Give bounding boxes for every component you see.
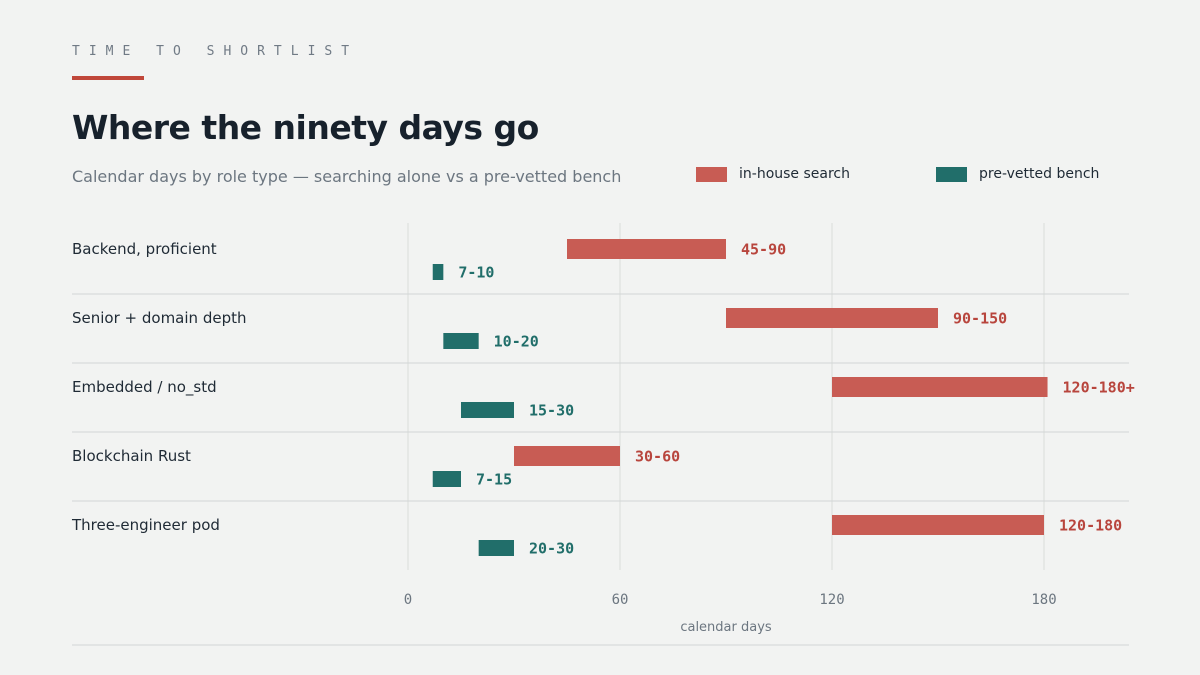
bar-bench <box>432 264 444 280</box>
x-tick-label: 0 <box>404 592 412 608</box>
chart-title: Where the ninety days go <box>72 108 539 147</box>
bar-in-house <box>514 446 620 466</box>
x-axis-title: calendar days <box>680 620 772 635</box>
x-tick-label: 180 <box>1031 592 1056 608</box>
accent-rule <box>72 76 144 80</box>
bar-bench <box>478 540 514 556</box>
bar-bench <box>461 402 514 418</box>
value-label-bench: 10-20 <box>494 333 539 351</box>
value-label-in-house: 90-150 <box>953 310 1007 328</box>
row-label: Embedded / no_std <box>72 378 217 397</box>
legend-swatch-bench <box>936 166 967 182</box>
legend-item-bench: pre-vetted bench <box>936 164 1099 184</box>
chart-subtitle: Calendar days by role type — searching a… <box>72 167 622 186</box>
bar-in-house <box>832 377 1048 397</box>
value-label-bench: 7-15 <box>476 471 512 489</box>
value-label-bench: 15-30 <box>529 402 574 420</box>
value-label-in-house: 120-180+ <box>1063 379 1135 397</box>
x-tick-label: 120 <box>819 592 844 608</box>
bar-bench <box>443 333 479 349</box>
bar-in-house <box>726 308 938 328</box>
eyebrow-label: TIME TO SHORTLIST <box>72 44 359 59</box>
bar-in-house <box>832 515 1044 535</box>
bar-bench <box>432 471 461 487</box>
row-label: Three-engineer pod <box>71 516 220 534</box>
value-label-bench: 20-30 <box>529 540 574 558</box>
value-label-in-house: 30-60 <box>635 448 680 466</box>
value-label-bench: 7-10 <box>458 264 494 282</box>
bar-in-house <box>567 239 726 259</box>
legend-swatch-in-house <box>696 166 727 182</box>
legend-label-bench: pre-vetted bench <box>979 166 1100 182</box>
row-label: Senior + domain depth <box>72 309 246 327</box>
x-tick-label: 60 <box>612 592 629 608</box>
value-label-in-house: 120-180 <box>1059 517 1122 535</box>
value-label-in-house: 45-90 <box>741 241 786 259</box>
row-label: Blockchain Rust <box>72 447 191 465</box>
legend-item-in-house: in-house search <box>696 164 850 184</box>
row-label: Backend, proficient <box>72 240 217 258</box>
legend-label-in-house: in-house search <box>739 166 850 182</box>
